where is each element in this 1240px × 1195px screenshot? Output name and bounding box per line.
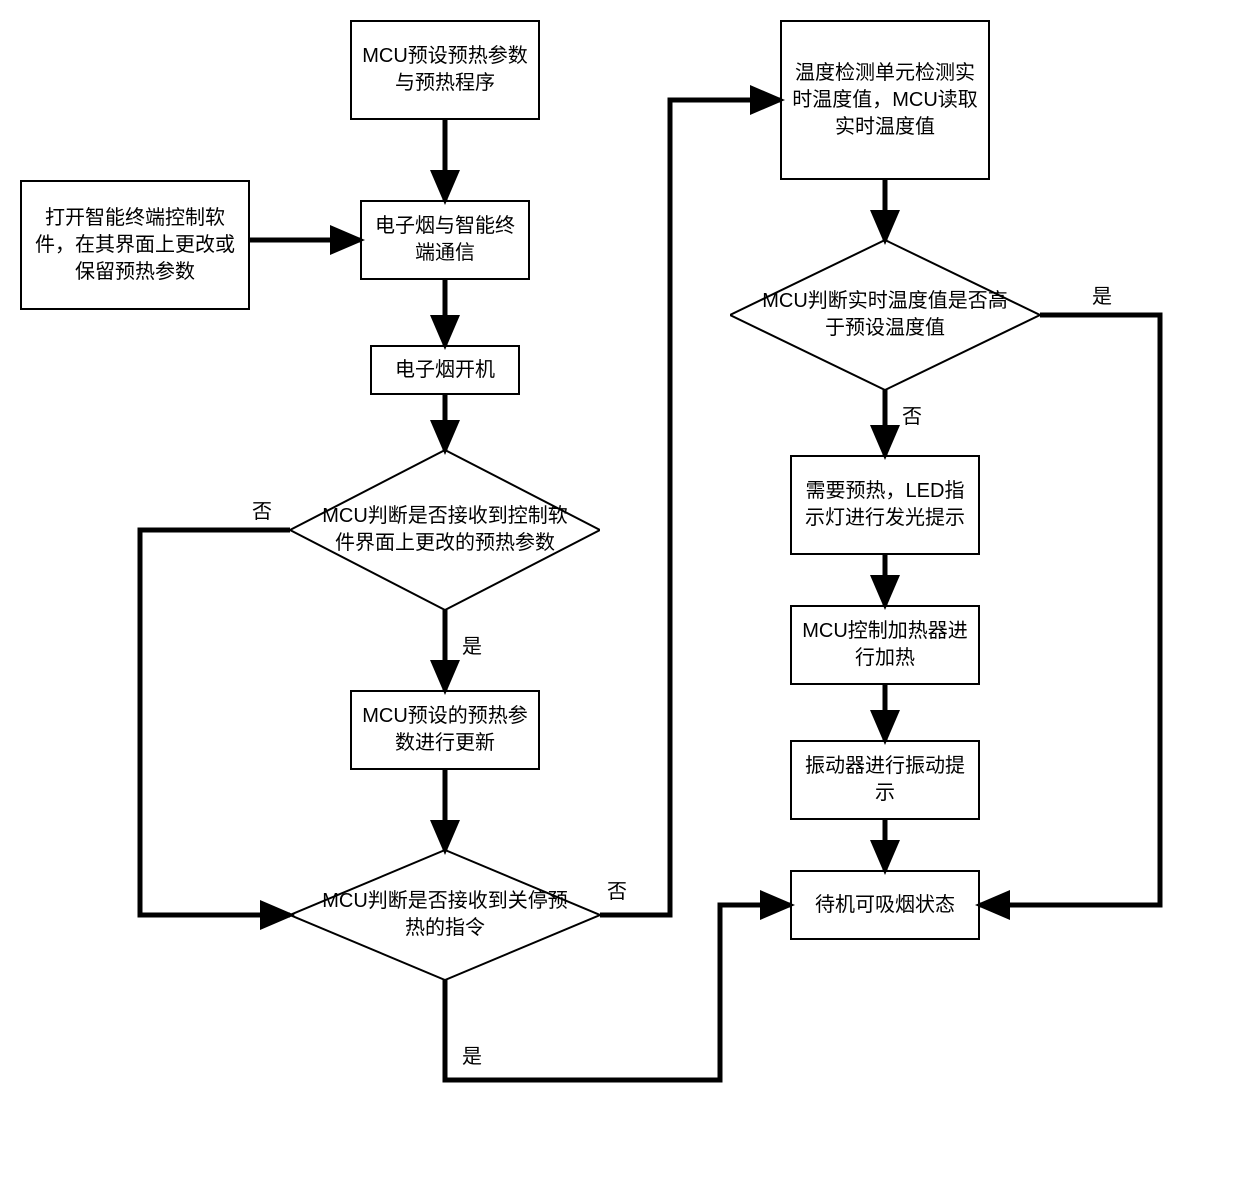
node-text: 振动器进行振动提示	[802, 753, 968, 807]
node-text: 打开智能终端控制软件，在其界面上更改或保留预热参数	[32, 205, 238, 286]
decision-stop-preheat: MCU判断是否接收到关停预热的指令	[290, 850, 600, 980]
decision-temp-high: MCU判断实时温度值是否高于预设温度值	[730, 240, 1040, 390]
node-text: 待机可吸烟状态	[815, 892, 955, 919]
edge-label-yes: 是	[460, 1040, 484, 1069]
node-text: 需要预热，LED指示灯进行发光提示	[802, 478, 968, 532]
node-text: MCU判断实时温度值是否高于预设温度值	[758, 288, 1012, 342]
node-text: 电子烟开机	[395, 357, 495, 384]
node-led-prompt: 需要预热，LED指示灯进行发光提示	[790, 455, 980, 555]
decision-params-received: MCU判断是否接收到控制软件界面上更改的预热参数	[290, 450, 600, 610]
node-open-terminal-software: 打开智能终端控制软件，在其界面上更改或保留预热参数	[20, 180, 250, 310]
node-temp-detect: 温度检测单元检测实时温度值，MCU读取实时温度值	[780, 20, 990, 180]
edge-label-no: 否	[250, 495, 274, 524]
node-text: MCU判断是否接收到控制软件界面上更改的预热参数	[318, 503, 572, 557]
node-vibrator: 振动器进行振动提示	[790, 740, 980, 820]
node-standby: 待机可吸烟状态	[790, 870, 980, 940]
node-heater: MCU控制加热器进行加热	[790, 605, 980, 685]
edge-label-no: 否	[605, 875, 629, 904]
edge-label-no: 否	[900, 400, 924, 429]
node-text: 电子烟与智能终端通信	[372, 213, 518, 267]
node-update-params: MCU预设的预热参数进行更新	[350, 690, 540, 770]
node-ecig-communicate: 电子烟与智能终端通信	[360, 200, 530, 280]
node-text: MCU控制加热器进行加热	[802, 618, 968, 672]
node-ecig-poweron: 电子烟开机	[370, 345, 520, 395]
node-text: MCU判断是否接收到关停预热的指令	[318, 888, 572, 942]
node-text: 温度检测单元检测实时温度值，MCU读取实时温度值	[792, 60, 978, 141]
node-text: MCU预设预热参数与预热程序	[362, 43, 528, 97]
node-text: MCU预设的预热参数进行更新	[362, 703, 528, 757]
edge-label-yes: 是	[1090, 280, 1114, 309]
node-mcu-preset: MCU预设预热参数与预热程序	[350, 20, 540, 120]
edge-label-yes: 是	[460, 630, 484, 659]
